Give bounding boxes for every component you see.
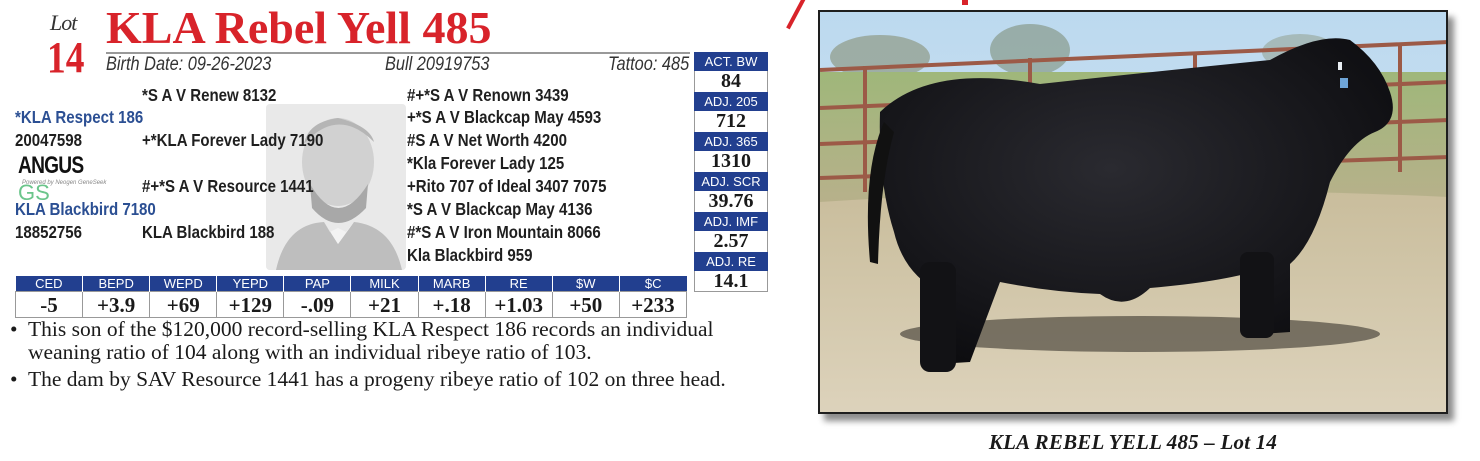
- pedigree-dam-sire: #+*S A V Resource 1441: [142, 176, 314, 196]
- epd-value: +.18: [417, 291, 486, 318]
- pedigree-dam-dam: KLA Blackbird 188: [142, 222, 275, 242]
- pedigree-sire-dam-sire: #S A V Net Worth 4200: [407, 130, 568, 150]
- pedigree-sire: *KLA Respect 186: [15, 107, 144, 127]
- pedigree-dam-reg: 18852756: [15, 222, 82, 242]
- note-text: This son of the $120,000 record-selling …: [28, 317, 714, 364]
- pedigree-sire-sire: *S A V Renew 8132: [142, 85, 277, 105]
- tattoo: Tattoo: 485: [608, 54, 690, 75]
- lot-number: 14: [47, 33, 85, 82]
- epd-value: +129: [216, 291, 285, 318]
- stat-label: ADJ. SCR: [694, 172, 768, 191]
- epd-header: CED: [15, 276, 83, 292]
- birth-date: Birth Date: 09-26-2023: [106, 54, 272, 75]
- epd-header-row: CED BEPD WEPD YEPD PAP MILK MARB RE $W $…: [15, 276, 687, 292]
- note-item: • This son of the $120,000 record-sellin…: [10, 318, 750, 364]
- portrait-watermark-image: [266, 104, 406, 270]
- epd-header: WEPD: [149, 276, 217, 292]
- sale-notes: • This son of the $120,000 record-sellin…: [10, 318, 750, 395]
- pedigree-sire-dam-dam: *Kla Forever Lady 125: [407, 153, 565, 173]
- stat-label: ACT. BW: [694, 52, 768, 71]
- epd-value: +3.9: [82, 291, 151, 318]
- stat-value: 1310: [694, 151, 768, 172]
- decorative-red-stroke: [786, 0, 808, 30]
- stat-value: 2.57: [694, 231, 768, 252]
- bull-photo: [818, 10, 1448, 414]
- pedigree-sire-reg: 20047598: [15, 130, 82, 150]
- bullet-icon: •: [10, 367, 18, 391]
- epd-value: -.09: [283, 291, 352, 318]
- stat-label: ADJ. 205: [694, 92, 768, 111]
- stat-value: 14.1: [694, 271, 768, 292]
- epd-header: MARB: [417, 276, 486, 292]
- header-divider: [106, 52, 690, 54]
- performance-data-column: ACT. BW 84 ADJ. 205 712 ADJ. 365 1310 AD…: [694, 52, 768, 292]
- epd-header: $C: [618, 276, 687, 292]
- epd-table: CED BEPD WEPD YEPD PAP MILK MARB RE $W $…: [14, 276, 688, 318]
- photo-caption: KLA REBEL YELL 485 – Lot 14: [988, 430, 1278, 454]
- epd-value: +1.03: [484, 291, 553, 318]
- epd-header: MILK: [350, 276, 419, 292]
- stat-value: 39.76: [694, 191, 768, 212]
- stat-value: 84: [694, 71, 768, 92]
- epd-value-row: -5 +3.9 +69 +129 -.09 +21 +.18 +1.03 +50…: [14, 291, 688, 318]
- epd-value: +21: [350, 291, 419, 318]
- lot-label: Lot: [50, 10, 77, 35]
- registration-number: Bull 20919753: [385, 54, 490, 75]
- stat-label: ADJ. 365: [694, 132, 768, 151]
- note-item: • The dam by SAV Resource 1441 has a pro…: [10, 368, 750, 391]
- epd-header: $W: [551, 276, 620, 292]
- pedigree-dam-sire-dam: *S A V Blackcap May 4136: [407, 199, 593, 219]
- epd-header: RE: [484, 276, 553, 292]
- epd-value: +69: [149, 291, 218, 318]
- stat-label: ADJ. IMF: [694, 212, 768, 231]
- pedigree-sire-sire-sire: #+*S A V Renown 3439: [407, 85, 569, 105]
- stat-value: 712: [694, 111, 768, 132]
- angus-gs-logo: ANGUSGS Powered by Neogen GeneSeek: [18, 152, 107, 205]
- epd-value: +50: [551, 291, 620, 318]
- epd-value: -5: [14, 291, 84, 318]
- note-text: The dam by SAV Resource 1441 has a proge…: [28, 367, 726, 391]
- epd-header: PAP: [283, 276, 351, 292]
- animal-name: KLA Rebel Yell 485: [106, 2, 492, 53]
- pedigree-sire-dam: +*KLA Forever Lady 7190: [142, 130, 324, 150]
- epd-header: YEPD: [216, 276, 284, 292]
- decorative-red-stroke: [962, 0, 968, 5]
- pedigree-dam: KLA Blackbird 7180: [15, 199, 156, 219]
- epd-value: +233: [618, 291, 688, 318]
- epd-header: BEPD: [82, 276, 150, 292]
- pedigree-dam-dam-dam: Kla Blackbird 959: [407, 245, 533, 265]
- bullet-icon: •: [10, 317, 18, 341]
- pedigree-dam-dam-sire: #*S A V Iron Mountain 8066: [407, 222, 601, 242]
- pedigree-dam-sire-sire: +Rito 707 of Ideal 3407 7075: [407, 176, 607, 196]
- lot-catalog-entry: Lot 14 KLA Rebel Yell 485 Birth Date: 09…: [10, 2, 768, 395]
- stat-label: ADJ. RE: [694, 252, 768, 271]
- pedigree-sire-sire-dam: +*S A V Blackcap May 4593: [407, 107, 602, 127]
